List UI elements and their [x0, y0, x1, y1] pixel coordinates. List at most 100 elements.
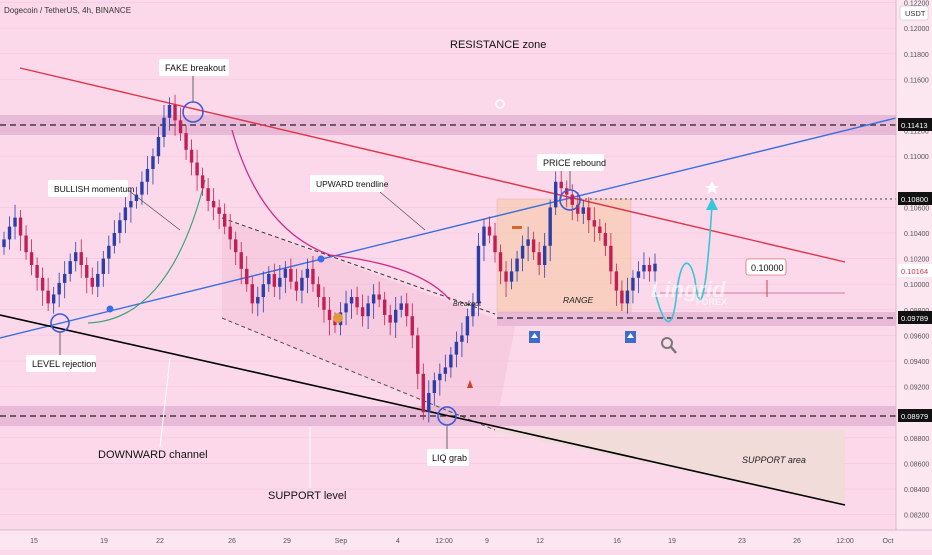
candle-body[interactable] [471, 303, 475, 317]
candle-body[interactable] [289, 268, 293, 282]
candle-body[interactable] [200, 175, 205, 189]
candle-body[interactable] [13, 217, 17, 227]
candle-body[interactable] [7, 226, 12, 240]
candle-body[interactable] [520, 245, 525, 259]
candle-body[interactable] [151, 156, 155, 169]
candle-body[interactable] [96, 273, 100, 287]
candle-body[interactable] [598, 226, 602, 233]
candle-body[interactable] [184, 133, 188, 150]
candle-body[interactable] [29, 252, 34, 265]
candle-body[interactable] [245, 268, 249, 285]
currency-button[interactable] [899, 5, 929, 21]
resistance-trendline[interactable] [19, 67, 846, 263]
candle-body[interactable] [438, 373, 442, 381]
candle-body[interactable] [565, 188, 569, 195]
candle-body[interactable] [504, 271, 508, 282]
candle-body[interactable] [272, 273, 277, 287]
candle-body[interactable] [603, 232, 608, 246]
candle-body[interactable] [377, 294, 381, 300]
candle-body[interactable] [526, 239, 530, 246]
candle-body[interactable] [653, 263, 657, 272]
candle-body[interactable] [394, 309, 398, 323]
candle-body[interactable] [294, 281, 299, 291]
candle-body[interactable] [283, 268, 288, 278]
candle-body[interactable] [416, 335, 420, 374]
candle-body[interactable] [46, 290, 50, 304]
candle-body[interactable] [222, 213, 227, 227]
candle-body[interactable] [344, 303, 348, 313]
candle-body[interactable] [156, 136, 161, 157]
candle-body[interactable] [636, 271, 641, 278]
candle-body[interactable] [482, 226, 486, 246]
candle-body[interactable] [360, 307, 365, 317]
candle-body[interactable] [382, 299, 387, 315]
candle-body[interactable] [388, 314, 392, 323]
candle-body[interactable] [311, 268, 315, 285]
candle-body[interactable] [18, 217, 23, 236]
candle-body[interactable] [173, 104, 177, 121]
candle-body[interactable] [278, 277, 282, 287]
candle-body[interactable] [371, 294, 376, 304]
candle-body[interactable] [239, 252, 243, 269]
candle-body[interactable] [592, 220, 597, 227]
candle-body[interactable] [40, 277, 45, 291]
candle-body[interactable] [421, 373, 425, 413]
candle-body[interactable] [487, 226, 492, 236]
candle-body[interactable] [410, 316, 414, 336]
candle-body[interactable] [620, 290, 624, 304]
candle-body[interactable] [123, 207, 128, 221]
candle-body[interactable] [68, 261, 72, 274]
candle-body[interactable] [211, 200, 216, 208]
candle-body[interactable] [614, 271, 619, 291]
candle-body[interactable] [432, 380, 437, 394]
candle-body[interactable] [234, 239, 238, 253]
candle-body[interactable] [548, 207, 552, 246]
candle-body[interactable] [625, 290, 630, 304]
candle-body[interactable] [101, 258, 106, 274]
candle-body[interactable] [256, 297, 260, 304]
candle-body[interactable] [399, 303, 403, 310]
candle-body[interactable] [129, 200, 133, 208]
candle-body[interactable] [515, 258, 519, 272]
candle-body[interactable] [228, 226, 232, 240]
candle-body[interactable] [587, 207, 591, 221]
candle-body[interactable] [90, 277, 94, 287]
candle-body[interactable] [112, 232, 117, 246]
candle-body[interactable] [62, 273, 67, 283]
candle-body[interactable] [140, 181, 144, 195]
candle-body[interactable] [178, 120, 183, 134]
candle-body[interactable] [531, 239, 536, 253]
candle-body[interactable] [57, 282, 61, 295]
candle-body[interactable] [559, 181, 563, 189]
candle-body[interactable] [261, 284, 265, 298]
candle-body[interactable] [454, 341, 459, 355]
candle-body[interactable] [427, 393, 431, 413]
candle-body[interactable] [498, 252, 503, 272]
candle-body[interactable] [51, 294, 56, 304]
candle-body[interactable] [316, 284, 321, 298]
candle-body[interactable] [118, 220, 122, 233]
candle-body[interactable] [134, 194, 139, 201]
candle-body[interactable] [327, 309, 332, 321]
candle-body[interactable] [509, 271, 514, 282]
candle-body[interactable] [145, 168, 150, 182]
candle-body[interactable] [642, 265, 646, 272]
candle-body[interactable] [570, 194, 574, 205]
candle-body[interactable] [333, 320, 337, 326]
upward-trendline[interactable] [0, 117, 897, 339]
candle-body[interactable] [267, 273, 271, 285]
candle-body[interactable] [2, 239, 6, 248]
candle-body[interactable] [465, 316, 470, 336]
candle-body[interactable] [250, 284, 254, 304]
candle-body[interactable] [542, 245, 547, 265]
candle-body[interactable] [162, 117, 166, 137]
candle-body[interactable] [449, 354, 453, 368]
candle-body[interactable] [576, 204, 580, 214]
candle-body[interactable] [355, 297, 359, 308]
candle-body[interactable] [322, 297, 326, 310]
candle-body[interactable] [647, 265, 652, 272]
candle-body[interactable] [206, 188, 210, 201]
candle-body[interactable] [35, 265, 39, 278]
candle-body[interactable] [24, 235, 28, 253]
